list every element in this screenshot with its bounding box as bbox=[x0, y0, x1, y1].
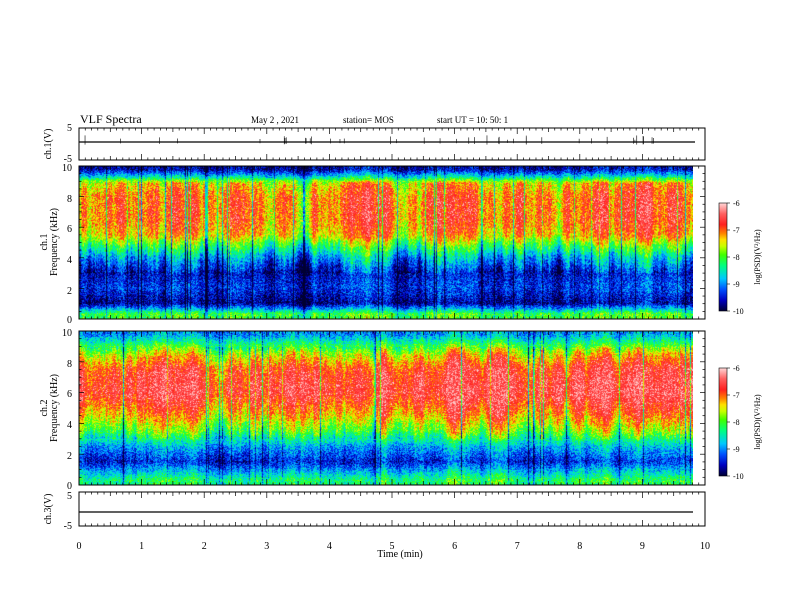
ch2-spectrogram-image bbox=[79, 331, 693, 485]
ch3-ytick-5: 5 bbox=[67, 491, 72, 502]
ch2-spec-ytick-10: 10 bbox=[62, 328, 72, 339]
ch2-spec-ytick-6: 6 bbox=[67, 389, 72, 400]
x-tick-label: 3 bbox=[264, 541, 269, 552]
colorbar-tick-label: -9 bbox=[733, 280, 740, 289]
ch2-spec-ytick-8: 8 bbox=[67, 359, 72, 370]
x-tick-label: 8 bbox=[577, 541, 582, 552]
x-tick-label: 1 bbox=[139, 541, 144, 552]
station-label: station= MOS bbox=[343, 115, 394, 125]
ch1-spec-ytick-0: 0 bbox=[67, 315, 72, 326]
colorbar-tick-label: -7 bbox=[733, 391, 740, 400]
ch1-spectrogram-image bbox=[79, 166, 693, 319]
ch2-colorbar: -6 -7 -8 -9 -10 log(PSD)(V²/Hz) bbox=[718, 364, 762, 481]
start-time-label: start UT = 10: 50: 1 bbox=[437, 115, 508, 125]
ch3-voltage-panel: 5 -5 ch.3(V) bbox=[43, 491, 706, 532]
ch3-voltage-ylabel: ch.3(V) bbox=[43, 494, 54, 525]
colorbar-tick-label: -10 bbox=[733, 307, 744, 316]
ch1-voltage-panel: 5 -5 ch.1(V) bbox=[43, 123, 706, 165]
ch1-spec-ytick-4: 4 bbox=[67, 255, 72, 266]
ch2-spec-ylabel-line2: Frequency (kHz) bbox=[49, 374, 60, 442]
ch1-colorbar: -6 -7 -8 -9 -10 log(PSD)(V²/Hz) bbox=[718, 199, 762, 316]
ch1-colorbar-label: log(PSD)(V²/Hz) bbox=[753, 229, 762, 285]
x-tick-label: 5 bbox=[390, 541, 395, 552]
x-tick-label: 10 bbox=[700, 541, 710, 552]
ch2-spectrogram-panel: 10 8 6 4 2 0 ch.2 Frequency (kHz) bbox=[39, 328, 706, 492]
ch1-spec-ytick-2: 2 bbox=[67, 286, 72, 297]
colorbar-tick-label: -8 bbox=[733, 253, 740, 262]
ch1-spectrogram-panel: 10 8 6 4 2 0 ch.1 Frequency (kHz) bbox=[39, 163, 706, 326]
x-tick-label: 6 bbox=[452, 541, 457, 552]
ch2-spec-ytick-2: 2 bbox=[67, 451, 72, 462]
ch2-colorbar-ticks: -6 -7 -8 -9 -10 bbox=[727, 364, 744, 481]
x-tick-label: 7 bbox=[515, 541, 520, 552]
x-tick-label: 4 bbox=[327, 541, 332, 552]
x-tick-label: 2 bbox=[202, 541, 207, 552]
ch1-spec-ylabel-line1: ch.1 bbox=[39, 234, 50, 251]
ch3-ytick-neg5: -5 bbox=[64, 521, 72, 532]
ch1-spec-ytick-6: 6 bbox=[67, 224, 72, 235]
ch2-spec-ytick-4: 4 bbox=[67, 420, 72, 431]
ch1-ytick-neg5: -5 bbox=[64, 154, 72, 165]
ch1-ytick-5: 5 bbox=[67, 123, 72, 134]
ch1-colorbar-ticks: -6 -7 -8 -9 -10 bbox=[727, 199, 744, 316]
ch2-spec-ylabel-line1: ch.2 bbox=[39, 400, 50, 417]
colorbar-tick-label: -6 bbox=[733, 199, 740, 208]
ch1-colorbar-gradient bbox=[718, 202, 728, 312]
ch1-spec-ylabel-line2: Frequency (kHz) bbox=[49, 208, 60, 276]
colorbar-tick-label: -8 bbox=[733, 418, 740, 427]
figure-title: VLF Spectra bbox=[80, 112, 142, 126]
axis-ticks bbox=[78, 128, 706, 526]
ch2-colorbar-gradient bbox=[718, 367, 728, 477]
ch2-spec-ytick-0: 0 bbox=[67, 481, 72, 492]
x-tick-label: 9 bbox=[640, 541, 645, 552]
ch1-voltage-ylabel: ch.1(V) bbox=[43, 129, 54, 160]
colorbar-tick-label: -9 bbox=[733, 445, 740, 454]
x-axis-label: Time (min) bbox=[377, 549, 422, 560]
colorbar-tick-label: -7 bbox=[733, 226, 740, 235]
x-axis-ticks: 0 1 2 3 4 5 6 7 8 9 10 bbox=[77, 541, 711, 552]
date-label: May 2 , 2021 bbox=[251, 115, 299, 125]
colorbar-tick-label: -6 bbox=[733, 364, 740, 373]
colorbar-tick-label: -10 bbox=[733, 472, 744, 481]
ch2-colorbar-label: log(PSD)(V²/Hz) bbox=[753, 394, 762, 450]
x-tick-label: 0 bbox=[77, 541, 82, 552]
ch1-voltage-jitter bbox=[84, 135, 654, 145]
ch1-spec-ytick-10: 10 bbox=[62, 163, 72, 174]
ch1-spec-ytick-8: 8 bbox=[67, 194, 72, 205]
